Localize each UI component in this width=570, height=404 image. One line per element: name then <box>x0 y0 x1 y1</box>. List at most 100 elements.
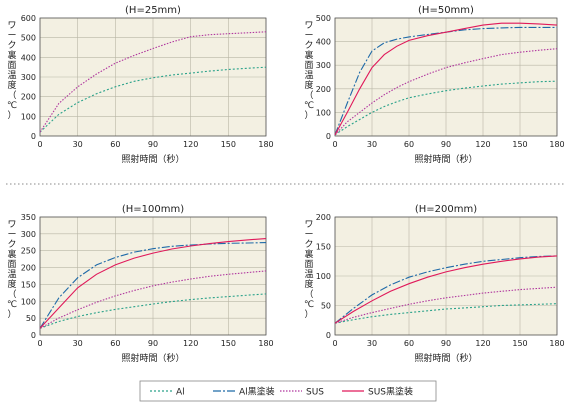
x-tick-label: 90 <box>441 140 451 149</box>
x-tick-label: 30 <box>367 339 377 348</box>
y-axis-title-char: 温 <box>304 70 313 81</box>
y-tick-label: 600 <box>21 14 36 23</box>
series-line-sus <box>334 48 558 136</box>
y-axis-title-char: ℃ <box>304 101 314 111</box>
y-axis-title-char: 温 <box>7 70 16 81</box>
y-tick-label: 300 <box>21 230 36 239</box>
plot-frame <box>334 17 558 137</box>
x-tick-label: 120 <box>183 339 198 348</box>
plot-frame <box>39 216 267 336</box>
y-axis-title-char: 度 <box>304 79 313 91</box>
series-line-sus黒塗装 <box>334 22 558 136</box>
x-tick-label: 90 <box>148 140 158 149</box>
y-axis-title-char: ー <box>7 230 16 240</box>
y-axis-title-char: ワ <box>304 21 313 31</box>
x-tick-label: 90 <box>148 339 158 348</box>
series-line-sus <box>39 270 267 329</box>
y-axis-title-char: ℃ <box>304 300 314 310</box>
y-axis-title-char: ワ <box>7 21 16 31</box>
x-tick-label: 150 <box>221 140 236 149</box>
y-axis-title-char: 裏 <box>7 49 16 61</box>
y-tick-label: 0 <box>326 132 331 141</box>
y-tick-label: 150 <box>316 243 331 252</box>
series-line-al黒塗装 <box>39 242 267 329</box>
x-axis-title: 照射時間（秒） <box>121 153 184 165</box>
x-tick-label: 30 <box>73 140 83 149</box>
chart-panel-h25mm: 0 30 60 90 120 150 180 0 100 200 300 400 500 600 (H=25… <box>7 5 274 165</box>
x-tick-label: 30 <box>367 140 377 149</box>
series-line-al黒塗装 <box>334 255 558 324</box>
series-line-al黒塗装 <box>334 26 557 135</box>
y-axis-title-char: ー <box>304 230 313 240</box>
x-tick-label: 0 <box>37 140 42 149</box>
y-axis-title: ワーク裏面温度（℃） <box>7 220 17 320</box>
x-tick-label: 60 <box>110 140 120 149</box>
panel-title: (H=50mm) <box>418 5 474 16</box>
y-axis-title-char: ク <box>304 239 313 250</box>
y-axis-title-char: ワ <box>7 220 16 230</box>
y-tick-label: 50 <box>26 314 36 323</box>
legend-label-sus黒塗装: SUS黒塗装 <box>368 386 413 398</box>
y-axis-title-char: 裏 <box>304 49 313 61</box>
y-tick-label: 0 <box>31 331 36 340</box>
y-tick-label: 300 <box>316 61 331 70</box>
y-tick-label: 300 <box>21 73 36 82</box>
y-axis-title-char: 面 <box>7 60 16 71</box>
y-axis-title-char: 温 <box>304 269 313 280</box>
y-tick-label: 200 <box>316 85 331 94</box>
y-tick-label: 200 <box>21 93 36 102</box>
y-tick-label: 100 <box>21 112 36 121</box>
y-tick-label: 250 <box>21 247 36 256</box>
y-tick-label: 100 <box>316 272 331 281</box>
panel-title: (H=100mm) <box>122 204 184 215</box>
y-axis-title: ワーク裏面温度（℃） <box>304 220 314 320</box>
x-tick-label: 120 <box>475 140 490 149</box>
x-tick-label: 60 <box>404 140 414 149</box>
y-axis-title-char: （ <box>304 90 313 101</box>
x-tick-label: 150 <box>512 140 527 149</box>
y-axis-title-char: 裏 <box>7 248 16 260</box>
plot-frame <box>39 17 267 137</box>
plot-frame <box>334 216 558 336</box>
y-axis-title-char: ） <box>7 110 16 121</box>
y-axis-title-char: 裏 <box>304 248 313 260</box>
series-line-al <box>334 80 558 136</box>
y-tick-label: 200 <box>21 264 36 273</box>
y-axis-title-char: 度 <box>7 278 16 290</box>
series-line-sus黒塗装 <box>334 255 558 324</box>
y-axis-title-char: ℃ <box>7 101 17 111</box>
legend-label-sus: SUS <box>306 388 324 398</box>
y-tick-label: 100 <box>21 297 36 306</box>
chart-panel-h50mm: 0 30 60 90 120 150 180 0 100 200 300 400 500 (H=50mm)… <box>304 5 565 165</box>
series-line-al <box>39 66 267 133</box>
y-axis-title: ワーク裏面温度（℃） <box>7 21 17 121</box>
x-tick-label: 0 <box>332 339 337 348</box>
x-tick-label: 30 <box>73 339 83 348</box>
y-axis-title-char: 温 <box>7 269 16 280</box>
y-axis-title-char: ク <box>304 40 313 51</box>
x-tick-label: 0 <box>332 140 337 149</box>
y-axis-title-char: ） <box>304 309 313 320</box>
x-tick-label: 60 <box>110 339 120 348</box>
y-tick-label: 100 <box>316 108 331 117</box>
y-axis-title-char: 面 <box>7 259 16 270</box>
y-axis-title-char: ー <box>304 31 313 41</box>
x-tick-label: 180 <box>258 140 273 149</box>
y-tick-label: 400 <box>316 38 331 47</box>
panel-title: (H=25mm) <box>125 5 181 16</box>
x-axis-title: 照射時間（秒） <box>414 153 477 165</box>
panel-title: (H=200mm) <box>415 204 477 215</box>
y-axis-title-char: （ <box>7 90 16 101</box>
y-tick-label: 400 <box>21 53 36 62</box>
y-axis-title-char: （ <box>304 289 313 300</box>
legend-box <box>139 380 437 402</box>
y-axis-title-char: ℃ <box>7 300 17 310</box>
y-axis-title-char: ワ <box>304 220 313 230</box>
x-tick-label: 120 <box>183 140 198 149</box>
y-axis-title-char: ） <box>7 309 16 320</box>
y-axis-title-char: （ <box>7 289 16 300</box>
y-tick-label: 500 <box>316 14 331 23</box>
y-axis-title-char: 度 <box>7 79 16 91</box>
y-tick-label: 350 <box>21 213 36 222</box>
